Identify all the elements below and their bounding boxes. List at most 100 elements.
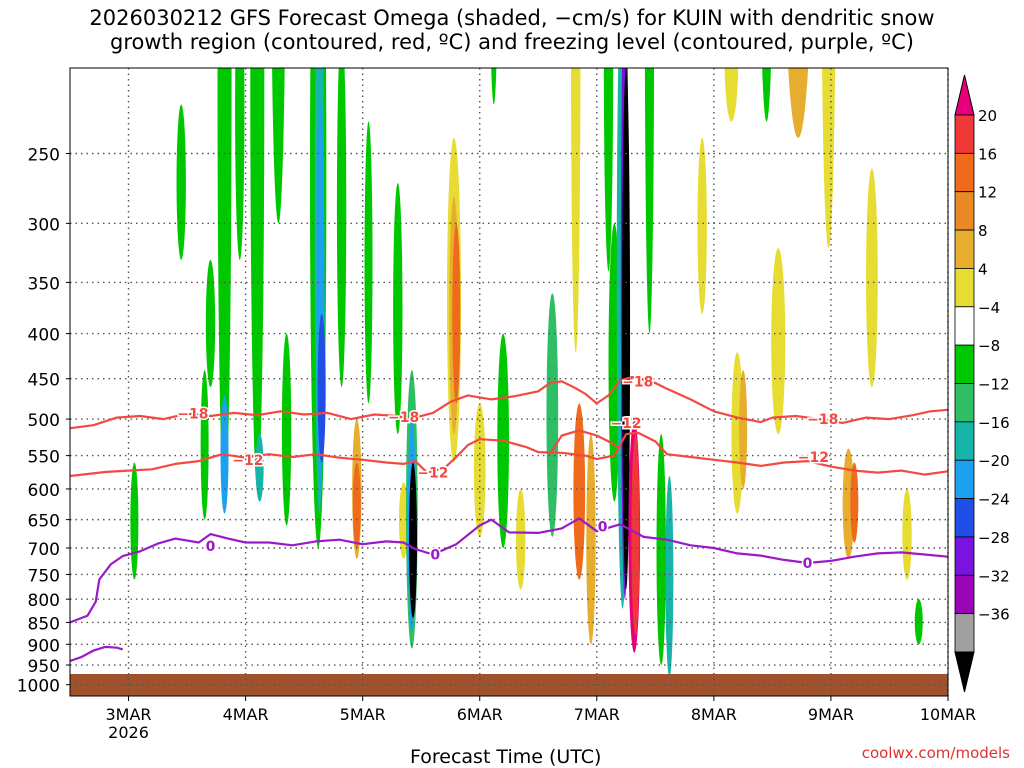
grid-lines [70, 68, 949, 696]
contour-lines [70, 375, 948, 663]
y-tick-label: 800 [28, 591, 60, 611]
colorbar: 20 16 12 8 4 −4 −8 −12 −16 −20 −24 −28 −32 −36 [954, 74, 1010, 693]
omega-cell [398, 482, 409, 559]
contour-freezing_low [70, 645, 124, 663]
colorbar-band [954, 459, 975, 499]
omega-cell [409, 462, 418, 618]
colorbar-bottom-triangle [954, 651, 975, 693]
omega-cell [255, 434, 264, 502]
colorbar-label: −32 [978, 567, 1010, 585]
y-tick-label: 700 [28, 540, 60, 560]
omega-cell [452, 223, 461, 404]
omega-cell [130, 462, 139, 580]
colorbar-top-triangle [954, 74, 975, 116]
colorbar-band [954, 421, 975, 461]
omega-cell [272, 68, 285, 224]
y-tick-label: 850 [28, 614, 60, 634]
omega-cell [822, 68, 836, 248]
contour-label: −12 [232, 453, 263, 469]
y-tick-label: 500 [28, 411, 60, 431]
contour-label: 0 [803, 556, 813, 572]
omega-cell [516, 488, 526, 590]
omega-cell [281, 333, 292, 526]
y-tick-label: 300 [28, 215, 60, 235]
x-tick-label: 4MAR [223, 705, 269, 724]
colorbar-label: −16 [978, 414, 1010, 432]
y-tick-label: 550 [28, 448, 60, 468]
colorbar-band [954, 114, 975, 154]
contour-label: −12 [610, 416, 641, 432]
omega-cell [631, 434, 640, 636]
colorbar-label: −28 [978, 529, 1010, 547]
contour-dendritic_extra [549, 429, 621, 455]
y-tick-label: 400 [28, 326, 60, 346]
omega-cell [250, 68, 265, 489]
omega-cell [586, 434, 596, 645]
x-tick-label: 6MAR [457, 705, 503, 724]
omega-cell [571, 68, 581, 353]
x-tick-label: 9MAR [808, 705, 854, 724]
ground-terrain [70, 674, 948, 696]
omega-cell [217, 68, 232, 502]
omega-cell [739, 370, 748, 489]
omega-cell [546, 293, 559, 537]
y-axis-labels: 2503003504004505005506006507007508008509… [17, 145, 70, 697]
omega-cell [771, 248, 786, 435]
chart-title-line2: growth region (contoured, red, ºC) and f… [110, 30, 914, 54]
contour-dendritic_minus18 [70, 375, 948, 430]
contour-label: −12 [417, 466, 448, 482]
plot-frame [69, 67, 949, 697]
contour-label: −18 [177, 407, 208, 423]
omega-cell [235, 68, 245, 260]
contour-freezing_0 [70, 517, 948, 624]
colorbar-band [954, 574, 975, 615]
colorbar-label: −8 [978, 337, 1000, 355]
y-tick-label: 900 [28, 636, 60, 656]
source-credit: coolwx.com/models [861, 744, 1010, 762]
omega-cell [275, 0, 284, 68]
omega-shading [130, 0, 937, 677]
omega-cell [788, 68, 809, 138]
x-tick-sublabel: 2026 [108, 723, 149, 742]
x-axis-title: Forecast Time (UTC) [410, 746, 602, 768]
colorbar-label: −24 [978, 491, 1010, 509]
contour-label: −18 [388, 410, 419, 426]
y-tick-label: 250 [28, 145, 60, 165]
y-tick-label: 650 [28, 512, 60, 532]
omega-cell [352, 462, 361, 549]
omega-cell [603, 68, 614, 272]
contour-label: −12 [798, 450, 829, 466]
colorbar-label: 16 [978, 145, 997, 163]
contour-label: −18 [622, 374, 653, 390]
omega-cell [573, 403, 586, 580]
contour-label: 0 [598, 520, 608, 536]
y-tick-label: 1000 [17, 677, 60, 697]
contour-label: 0 [430, 548, 440, 564]
x-tick-label: 3MAR [106, 705, 152, 724]
omega-cell [925, 0, 937, 28]
contour-label: 0 [206, 539, 216, 555]
colorbar-label: 8 [978, 222, 988, 240]
omega-cell [393, 182, 403, 435]
colorbar-band [954, 191, 975, 231]
colorbar-label: 12 [978, 184, 997, 202]
y-tick-label: 750 [28, 566, 60, 586]
omega-cell [850, 462, 859, 543]
chart-title: 2026030212 GFS Forecast Omega (shaded, −… [0, 6, 1024, 54]
colorbar-label: 4 [978, 260, 988, 278]
y-tick-label: 950 [28, 657, 60, 677]
omega-cell [697, 137, 707, 314]
x-tick-label: 8MAR [691, 705, 737, 724]
colorbar-band [954, 306, 975, 346]
colorbar-band [954, 536, 975, 576]
x-tick-label: 7MAR [574, 705, 620, 724]
y-tick-label: 450 [28, 371, 60, 391]
colorbar-label: −12 [978, 376, 1010, 394]
omega-cell [894, 0, 908, 68]
omega-cell [364, 121, 373, 404]
colorbar-label: 20 [978, 107, 997, 125]
colorbar-band [954, 268, 975, 308]
colorbar-band [954, 498, 975, 538]
